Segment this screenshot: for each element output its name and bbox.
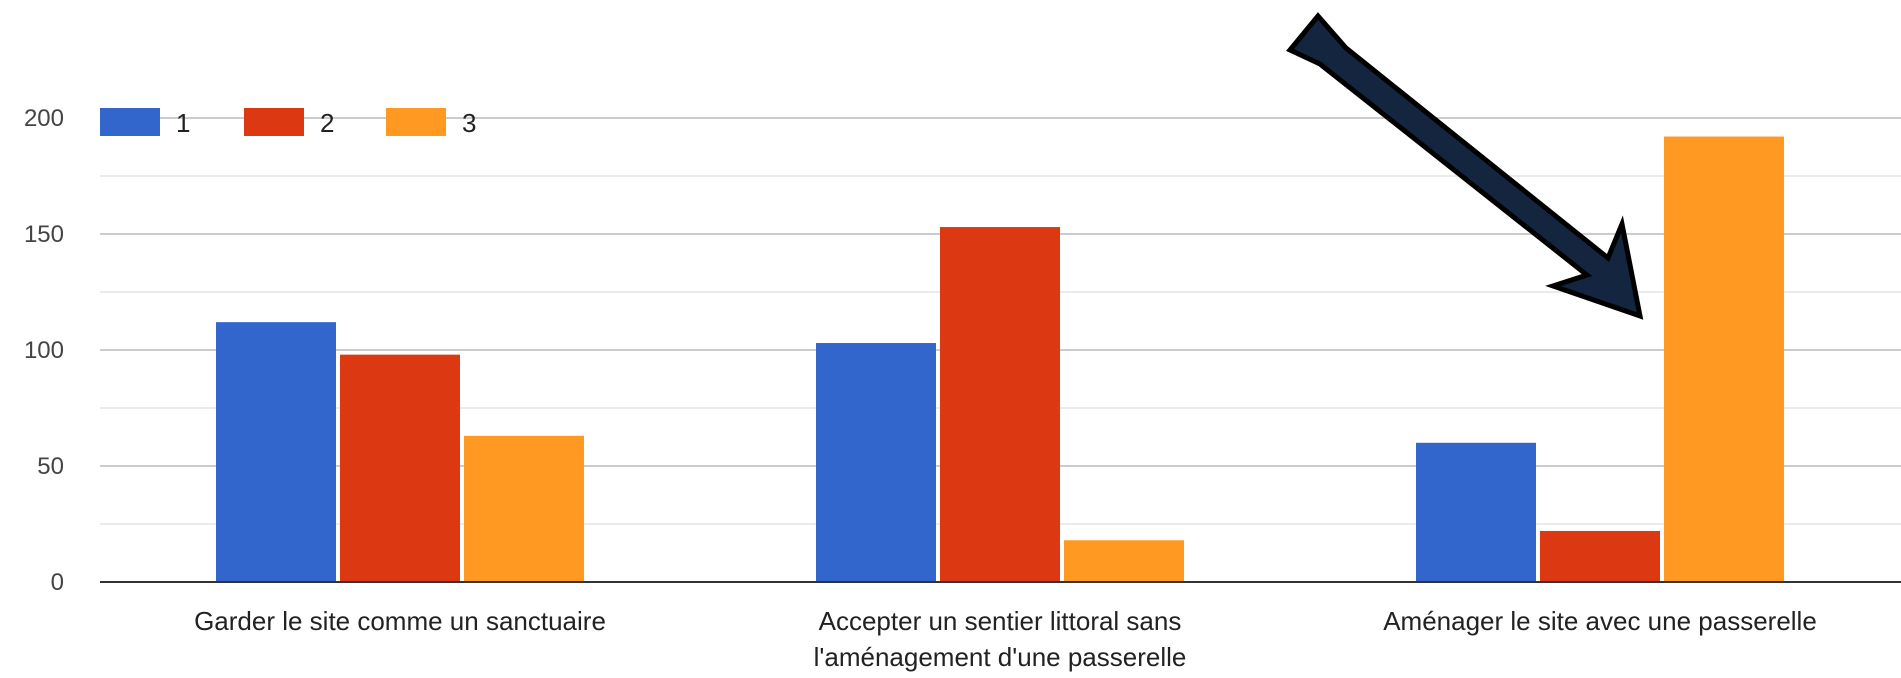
y-tick-label: 100: [24, 337, 64, 364]
legend-swatch-3: [386, 108, 446, 136]
legend: 1 2 3: [100, 108, 476, 138]
x-category-label: Garder le site comme un sanctuaire: [194, 606, 606, 636]
bar-series-3-cat-1: [464, 435, 584, 582]
x-category-label: Accepter un sentier littoral sans: [819, 606, 1182, 636]
x-axis-category-labels: Garder le site comme un sanctuaire Accept…: [194, 606, 1817, 672]
bars: [216, 136, 1784, 583]
legend-swatch-1: [100, 108, 160, 136]
y-tick-label: 150: [24, 221, 64, 248]
legend-swatch-2: [244, 108, 304, 136]
bar-series-3-cat-2: [1064, 540, 1184, 582]
y-tick-label: 50: [37, 453, 64, 480]
bar-series-3-cat-3: [1664, 136, 1784, 582]
annotation-arrow: [1286, 12, 1644, 320]
legend-label-2: 2: [320, 108, 334, 138]
y-tick-label: 0: [51, 569, 64, 596]
bar-series-2-cat-1: [340, 354, 460, 582]
bar-series-1-cat-3: [1416, 442, 1536, 582]
y-tick-label: 200: [24, 105, 64, 132]
bar-series-2-cat-2: [940, 227, 1060, 583]
bar-series-2-cat-3: [1540, 530, 1660, 582]
bar-series-1-cat-2: [816, 343, 936, 582]
bar-series-1-cat-1: [216, 322, 336, 582]
legend-label-3: 3: [462, 108, 476, 138]
x-category-label: l'aménagement d'une passerelle: [814, 642, 1187, 672]
legend-label-1: 1: [176, 108, 190, 138]
x-category-label: Aménager le site avec une passerelle: [1383, 606, 1817, 636]
y-axis-ticks: 0 50 100 150 200: [24, 105, 64, 596]
